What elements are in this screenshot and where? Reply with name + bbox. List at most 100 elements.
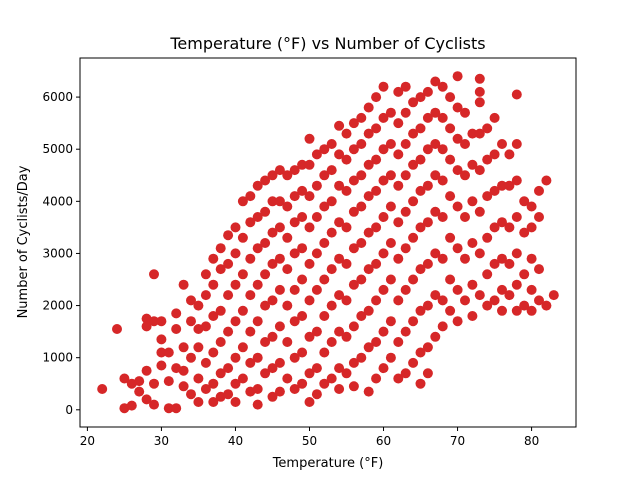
y-tick-label: 3000: [42, 246, 73, 260]
data-point: [304, 397, 315, 407]
data-point: [319, 274, 330, 285]
data-point: [267, 196, 278, 207]
data-point: [467, 238, 478, 248]
data-point: [149, 316, 159, 327]
data-point: [467, 159, 478, 170]
data-point: [282, 232, 293, 243]
data-point: [534, 185, 544, 196]
data-point: [304, 133, 315, 144]
data-point: [378, 363, 389, 374]
data-point: [304, 258, 315, 269]
data-point: [474, 97, 485, 108]
data-point: [541, 175, 552, 186]
y-tick-label: 0: [65, 403, 73, 417]
data-point: [230, 222, 241, 233]
data-point: [267, 295, 278, 306]
data-point: [408, 97, 419, 108]
data-point: [282, 264, 293, 275]
data-point: [467, 311, 478, 321]
data-point: [334, 290, 345, 301]
data-point: [489, 222, 500, 233]
data-point: [134, 376, 145, 387]
data-point: [422, 180, 433, 191]
data-point: [400, 326, 411, 337]
data-point: [422, 342, 433, 353]
x-axis-label: Temperature (°F): [272, 456, 384, 471]
points-layer: [97, 71, 559, 414]
data-point: [400, 170, 411, 181]
data-point: [363, 386, 374, 397]
data-point: [223, 389, 234, 400]
data-point: [378, 248, 389, 259]
data-point: [408, 232, 419, 243]
data-point: [393, 295, 404, 306]
data-point: [371, 337, 382, 347]
data-point: [371, 123, 382, 134]
data-point: [341, 128, 352, 139]
data-point: [282, 373, 293, 384]
data-point: [341, 258, 352, 269]
data-point: [200, 321, 211, 332]
data-point: [363, 305, 374, 316]
data-point: [274, 165, 285, 176]
data-point: [319, 144, 330, 155]
data-point: [348, 243, 359, 254]
data-point: [274, 357, 285, 368]
data-point: [200, 290, 211, 301]
data-point: [511, 279, 522, 290]
data-point: [356, 201, 367, 212]
data-point: [445, 92, 456, 103]
data-point: [297, 159, 308, 170]
data-point: [422, 86, 433, 97]
data-point: [274, 222, 285, 233]
x-tick-label: 50: [302, 434, 317, 448]
data-point: [178, 365, 189, 376]
data-point: [489, 185, 500, 196]
data-point: [297, 347, 308, 358]
data-point: [112, 324, 122, 334]
data-point: [452, 71, 463, 82]
data-point: [267, 227, 278, 238]
data-point: [385, 201, 396, 212]
data-point: [482, 191, 493, 202]
data-point: [408, 128, 419, 139]
data-point: [511, 175, 522, 186]
data-point: [400, 243, 411, 254]
data-point: [141, 321, 152, 332]
data-point: [385, 170, 396, 181]
data-point: [289, 384, 300, 394]
data-point: [163, 403, 174, 414]
data-point: [311, 248, 322, 259]
data-point: [497, 253, 507, 264]
y-tick-label: 6000: [42, 90, 73, 104]
data-point: [415, 305, 426, 316]
data-point: [304, 222, 315, 233]
data-point: [385, 238, 396, 248]
data-point: [460, 295, 470, 306]
data-point: [171, 403, 182, 414]
data-point: [341, 368, 352, 379]
data-point: [400, 368, 411, 379]
data-point: [311, 212, 322, 222]
data-point: [489, 258, 500, 269]
data-point: [467, 196, 478, 207]
data-point: [437, 253, 448, 264]
chart-title: Temperature (°F) vs Number of Cyclists: [169, 34, 485, 53]
data-point: [378, 326, 389, 337]
data-point: [193, 342, 204, 353]
data-point: [267, 331, 278, 342]
data-point: [497, 180, 507, 191]
data-point: [149, 399, 159, 410]
data-point: [193, 324, 204, 334]
data-point: [548, 290, 559, 301]
data-point: [341, 154, 352, 165]
data-point: [378, 144, 389, 155]
data-point: [274, 284, 285, 295]
x-tick-label: 20: [80, 434, 95, 448]
data-point: [489, 112, 500, 123]
data-point: [319, 170, 330, 181]
data-point: [223, 230, 234, 241]
data-point: [445, 191, 456, 202]
data-point: [319, 311, 330, 321]
data-point: [215, 243, 226, 254]
